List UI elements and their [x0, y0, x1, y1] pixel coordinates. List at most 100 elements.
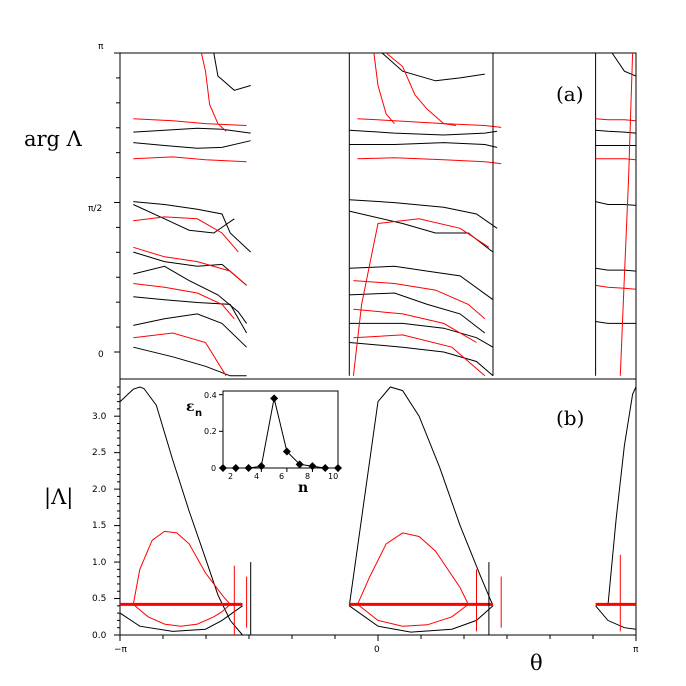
panel-a-curve-5 — [133, 265, 248, 324]
inset-ylabel-sub: n — [195, 408, 202, 419]
inset-marker — [231, 464, 240, 472]
ytick-label: 0.5 — [92, 594, 106, 604]
panel-a-curve-15 — [133, 283, 235, 320]
panel-b-curve-9 — [595, 605, 636, 630]
panel-a-curve-18 — [381, 52, 485, 82]
panel-a-curve-41 — [595, 321, 636, 324]
panel-a-curve-32 — [353, 280, 486, 320]
panel-a-curve-26 — [349, 342, 494, 377]
ytick-label: 2.5 — [92, 448, 106, 458]
inset-marker — [308, 462, 317, 471]
panel-a-curves — [133, 52, 637, 377]
ytick-label-pi: π — [98, 42, 104, 52]
panel-a-curve-28 — [385, 52, 457, 126]
xtick-label-pi: π — [633, 645, 639, 655]
panel-b-ytick-labels: 0.0 0.5 1.0 1.5 2.0 2.5 3.0 — [92, 412, 107, 641]
inset-xtick: 8 — [305, 472, 310, 481]
panel-b-curves — [119, 386, 637, 636]
panel-a-curve-40 — [595, 267, 636, 272]
panel-a: π π/2 0 arg Λ (a) — [24, 42, 637, 380]
panel-a-curve-3 — [133, 204, 235, 234]
ytick-label-half-pi: π/2 — [88, 204, 102, 214]
inset-marker — [334, 464, 342, 472]
panel-a-curve-6 — [133, 296, 248, 334]
xtick-label-minus-pi: −π — [114, 645, 128, 655]
panel-a-curve-9 — [213, 52, 251, 91]
panel-a-curve-46 — [595, 284, 636, 290]
inset-marker — [282, 447, 291, 456]
panel-a-curve-22 — [349, 210, 494, 253]
panel-b-curve-7 — [357, 604, 469, 627]
panel-a-curve-8 — [133, 346, 247, 377]
panel-a-curve-43 — [595, 118, 636, 122]
ytick-label-zero: 0 — [98, 350, 104, 360]
panel-a-curve-11 — [133, 118, 247, 126]
inset-frame — [222, 390, 339, 469]
panel-a-curve-45 — [619, 52, 634, 376]
panel-label-b: (b) — [556, 406, 584, 430]
panel-b: 0.0 0.5 1.0 1.5 2.0 2.5 3.0 −π 0 π |Λ| θ… — [44, 378, 639, 675]
xtick-label-zero: 0 — [374, 645, 380, 655]
inset-marker — [270, 394, 279, 403]
ylabel-abs-lambda: |Λ| — [44, 485, 73, 510]
panel-b-curve-4 — [348, 386, 494, 606]
inset-xlabel-n: n — [298, 480, 308, 496]
panel-a-curve-2 — [133, 201, 252, 253]
ylabel-arg-lambda: arg Λ — [24, 127, 83, 151]
ytick-label: 1.0 — [92, 558, 107, 568]
panel-a-curve-24 — [349, 292, 486, 334]
panel-a-curve-0 — [133, 127, 251, 134]
panel-b-curve-3 — [132, 604, 231, 627]
inset-ylabel-epsilon: ε — [186, 399, 195, 415]
inset-marker — [321, 464, 330, 472]
inset-ytick: 0.2 — [204, 427, 217, 436]
panel-a-ticks — [114, 52, 120, 353]
panel-a-curve-44 — [595, 158, 636, 161]
panel-a-curve-19 — [349, 129, 498, 136]
panel-a-curve-10 — [200, 52, 227, 132]
panel-b-curve-5 — [349, 605, 494, 633]
panel-a-curve-33 — [353, 308, 477, 343]
ytick-label: 0.0 — [92, 631, 107, 641]
panel-a-curve-7 — [133, 313, 247, 348]
inset-data — [219, 394, 342, 472]
panel-a-curve-29 — [357, 118, 502, 128]
inset-xtick: 6 — [279, 472, 284, 481]
panel-a-curve-27 — [373, 52, 395, 124]
panel-a-curve-1 — [133, 140, 251, 149]
panel-a-curve-21 — [349, 199, 498, 229]
inset-marker — [295, 460, 304, 469]
inset-marker — [219, 464, 227, 472]
panel-a-curve-13 — [133, 216, 239, 253]
panel-a-curve-31 — [352, 218, 490, 376]
panel-a-curve-16 — [133, 332, 227, 377]
panel-a-curve-39 — [595, 201, 636, 206]
panel-label-a: (a) — [556, 82, 584, 106]
inset-xtick: 2 — [228, 472, 233, 481]
panel-a-curve-14 — [133, 246, 247, 286]
panel-a-curve-20 — [349, 142, 498, 148]
ytick-label: 3.0 — [92, 412, 107, 422]
panel-a-curve-4 — [133, 251, 247, 286]
panel-b-curve-2 — [132, 530, 231, 605]
inset-ytick: 0.4 — [204, 391, 217, 400]
inset-marker — [244, 464, 253, 472]
xlabel-theta: θ — [530, 651, 543, 675]
panel-b-ticks — [114, 386, 637, 641]
panel-a-curve-23 — [349, 265, 494, 301]
panel-b-curve-6 — [357, 532, 469, 605]
inset-plot: 0 0.2 0.4 2 4 6 8 10 ε n n — [186, 390, 342, 496]
inset-xtick: 10 — [328, 472, 338, 481]
inset-marker — [257, 462, 266, 471]
inset-ytick: 0 — [211, 464, 216, 473]
panel-b-curve-8 — [607, 386, 637, 606]
panel-a-curve-12 — [133, 156, 247, 163]
panel-a-curve-34 — [353, 334, 486, 377]
inset-xtick: 4 — [254, 472, 259, 481]
panel-a-curve-25 — [349, 322, 494, 348]
panel-a-curve-30 — [357, 157, 502, 165]
ytick-label: 1.5 — [92, 521, 106, 531]
panel-b-curve-1 — [119, 605, 243, 632]
inset-line — [223, 398, 338, 469]
